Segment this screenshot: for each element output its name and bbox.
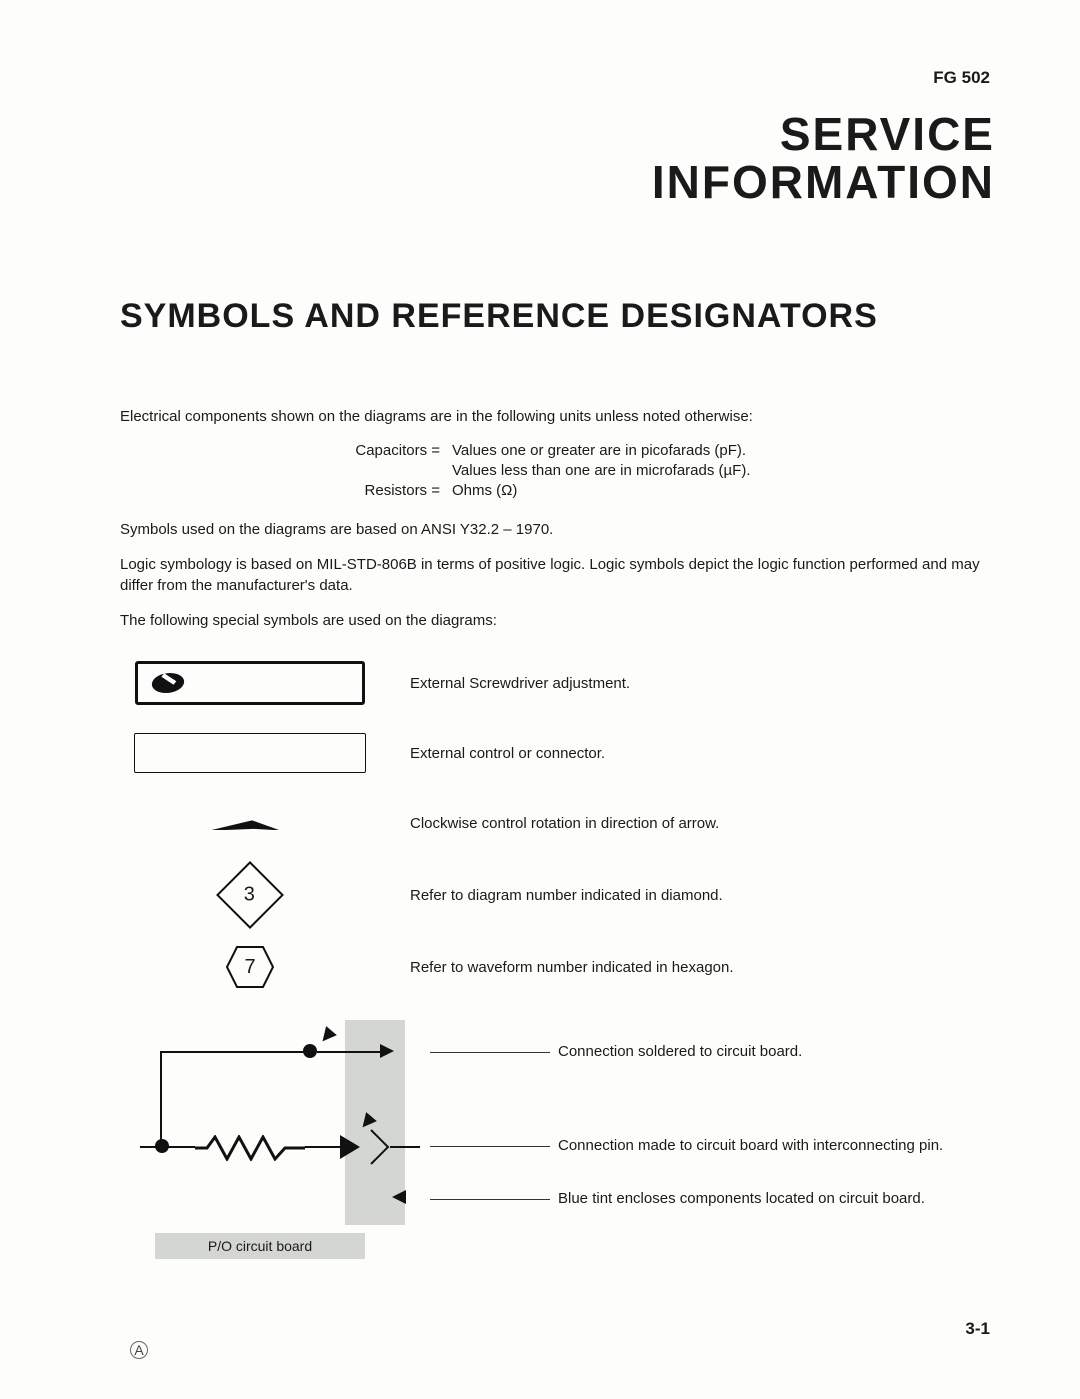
special-symbols-intro: The following special symbols are used o…: [120, 610, 1000, 631]
title-line-2: INFORMATION: [120, 158, 995, 206]
symbol-row-external-control: External control or connector.: [120, 731, 1000, 775]
diamond-desc: Refer to diagram number indicated in dia…: [410, 887, 723, 904]
page-number: 3-1: [965, 1319, 990, 1339]
hexagon-icon: 7: [225, 945, 275, 989]
resistors-value: Ohms (Ω): [452, 481, 517, 501]
hexagon-number: 7: [225, 945, 275, 989]
symbol-row-screwdriver: External Screwdriver adjustment.: [120, 661, 1000, 705]
solder-dot-icon: [303, 1044, 317, 1058]
symbol-row-diamond: 3 Refer to diagram number indicated in d…: [120, 871, 1000, 919]
clockwise-arrow-icon: [210, 816, 290, 830]
document-id: FG 502: [933, 68, 990, 88]
circuit-schematic-icon: P/O circuit board: [100, 1015, 430, 1275]
screwdriver-desc: External Screwdriver adjustment.: [410, 675, 630, 692]
po-circuit-board-label: P/O circuit board: [155, 1233, 365, 1259]
symbol-row-hexagon: 7 Refer to waveform number indicated in …: [120, 945, 1000, 989]
solder-connection-desc: Connection soldered to circuit board.: [558, 1043, 802, 1060]
ansi-paragraph: Symbols used on the diagrams are based o…: [120, 519, 1000, 540]
external-control-desc: External control or connector.: [410, 745, 605, 762]
blue-tint-desc: Blue tint encloses components located on…: [558, 1190, 925, 1207]
logic-paragraph: Logic symbology is based on MIL-STD-806B…: [120, 554, 1000, 596]
clockwise-desc: Clockwise control rotation in direction …: [410, 815, 719, 832]
symbol-row-clockwise: Clockwise control rotation in direction …: [120, 801, 1000, 845]
page: FG 502 SERVICE INFORMATION SYMBOLS AND R…: [0, 0, 1080, 1399]
screwdriver-box-icon: [135, 661, 365, 705]
title-block: SERVICE INFORMATION: [120, 110, 995, 207]
external-control-box-icon: [134, 733, 366, 773]
capacitors-label: Capacitors =: [330, 441, 452, 482]
footer-mark-icon: A: [130, 1341, 148, 1359]
section-heading: SYMBOLS AND REFERENCE DESIGNATORS: [120, 297, 1000, 336]
screwdriver-icon: [150, 673, 186, 693]
interconnect-pin-icon: [340, 1135, 360, 1159]
resistor-icon: [195, 1135, 305, 1161]
diamond-icon: 3: [216, 861, 284, 929]
units-table: Capacitors = Values one or greater are i…: [330, 441, 1000, 502]
capacitors-value-1: Values one or greater are in picofarads …: [452, 441, 751, 461]
symbol-list: External Screwdriver adjustment. Externa…: [120, 661, 1000, 1275]
hexagon-desc: Refer to waveform number indicated in he…: [410, 959, 734, 976]
resistors-label: Resistors =: [330, 481, 452, 501]
diamond-number: 3: [244, 884, 255, 907]
intro-units-text: Electrical components shown on the diagr…: [120, 406, 1000, 427]
interconnect-pin-desc: Connection made to circuit board with in…: [558, 1137, 943, 1154]
capacitors-value-2: Values less than one are in microfarads …: [452, 461, 751, 481]
title-line-1: SERVICE: [120, 110, 995, 158]
